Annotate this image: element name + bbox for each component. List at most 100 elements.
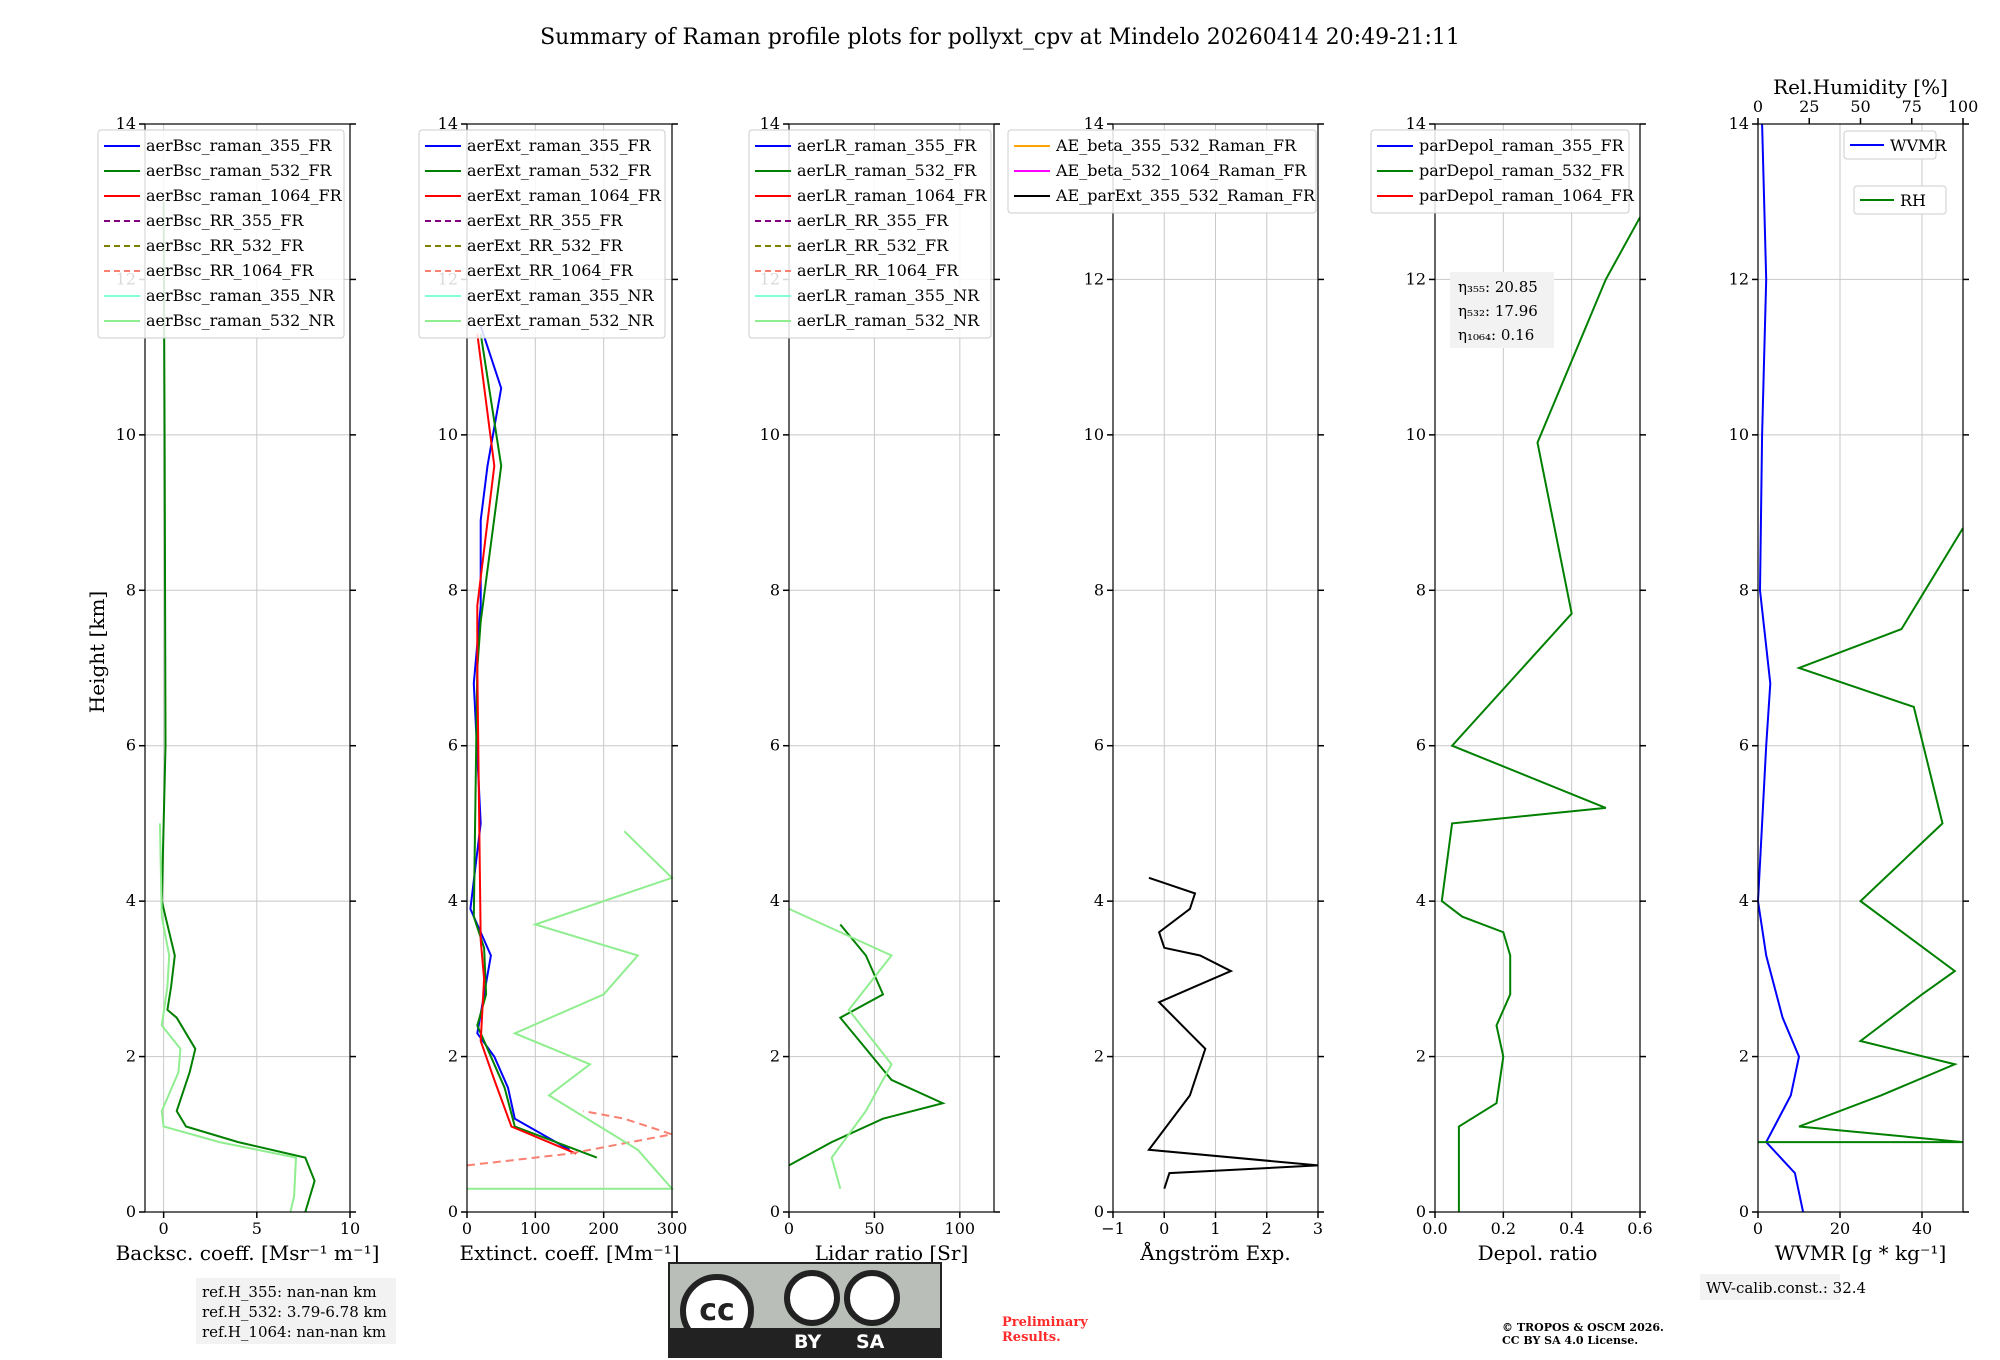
y-tick-label: 4 <box>448 891 458 910</box>
preliminary-line2: Results. <box>1002 1330 1061 1345</box>
axes-frame <box>788 123 995 1213</box>
x-tick-label: 300 <box>657 1219 688 1238</box>
series-aerExt_raman_355_FR <box>469 325 570 1151</box>
x-tick-label: 100 <box>520 1219 551 1238</box>
y-tick-label: 6 <box>448 736 458 755</box>
y-tick-label: 14 <box>1084 114 1104 133</box>
x-axis-label: Extinct. coeff. [Mm⁻¹] <box>459 1241 679 1265</box>
x-tick-label: 40 <box>1912 1219 1932 1238</box>
y-tick-label: 10 <box>438 425 458 444</box>
legend-label: aerBsc_RR_355_FR <box>146 211 304 230</box>
y-tick-label: 10 <box>1406 425 1426 444</box>
top-tick-label: 0 <box>1753 97 1763 116</box>
y-tick-label: 4 <box>1739 891 1749 910</box>
refh-1064: ref.H_1064: nan-nan km <box>202 1323 386 1341</box>
legend-label: aerLR_raman_1064_FR <box>797 186 987 205</box>
legend-label: aerBsc_raman_532_FR <box>146 161 332 180</box>
legend-label: parDepol_raman_355_FR <box>1419 136 1625 155</box>
top-tick-label: 75 <box>1902 97 1922 116</box>
y-tick-label: 6 <box>770 736 780 755</box>
axes-frame <box>466 123 673 1213</box>
y-tick-label: 8 <box>448 580 458 599</box>
legend-label: aerLR_RR_1064_FR <box>797 261 959 280</box>
person-icon <box>784 1270 840 1326</box>
series-aerLR_raman_532_FR <box>788 923 946 1167</box>
refh-532: ref.H_532: 3.79-6.78 km <box>202 1303 387 1321</box>
legend-label: aerExt_RR_532_FR <box>467 236 624 255</box>
y-tick-label: 12 <box>1084 269 1104 288</box>
eta-532: η₅₃₂: 17.96 <box>1458 302 1538 320</box>
x-tick-label: 2 <box>1262 1219 1272 1238</box>
y-tick-label: 4 <box>1094 891 1104 910</box>
x-axis-label: Depol. ratio <box>1478 1241 1598 1265</box>
refh-box <box>196 1278 396 1344</box>
y-tick-label: 0 <box>770 1202 780 1221</box>
legend-label: aerExt_RR_355_FR <box>467 211 624 230</box>
panel-bsc: 024681012140510Backsc. coeff. [Msr⁻¹ m⁻¹… <box>97 114 379 1265</box>
legend-label: RH <box>1900 191 1926 210</box>
top-tick-label: 100 <box>1948 97 1979 116</box>
wv-calib-box <box>1700 1274 1840 1300</box>
y-tick-label: 6 <box>1416 736 1426 755</box>
y-tick-label: 12 <box>1729 269 1749 288</box>
x-tick-label: 1 <box>1210 1219 1220 1238</box>
share-alike-icon <box>844 1270 900 1326</box>
panel-ext: 024681012140100200300Extinct. coeff. [Mm… <box>418 114 688 1265</box>
top-axis-label: Rel.Humidity [%] <box>1773 75 1948 99</box>
by-label: BY <box>794 1331 822 1353</box>
y-tick-label: 2 <box>1416 1047 1426 1066</box>
y-tick-label: 14 <box>1406 114 1426 133</box>
x-axis-label: Ångström Exp. <box>1139 1240 1290 1265</box>
legend-label: AE_beta_355_532_Raman_FR <box>1055 136 1297 155</box>
y-tick-label: 0 <box>1416 1202 1426 1221</box>
legend-label: aerBsc_RR_532_FR <box>146 236 304 255</box>
x-tick-label: 0.4 <box>1559 1219 1584 1238</box>
legend-box <box>1007 129 1317 214</box>
y-tick-label: 0 <box>448 1202 458 1221</box>
legend-label: aerLR_RR_532_FR <box>797 236 949 255</box>
x-tick-label: 50 <box>864 1219 884 1238</box>
series-RH <box>1758 527 1964 1144</box>
x-tick-label: 0 <box>462 1219 472 1238</box>
y-tick-label: 14 <box>1729 114 1749 133</box>
y-tick-label: 0 <box>1094 1202 1104 1221</box>
y-tick-label: 2 <box>770 1047 780 1066</box>
legend-label: aerExt_RR_1064_FR <box>467 261 634 280</box>
series-parDepol_raman_532_FR <box>1440 216 1641 1212</box>
legend-label: aerExt_raman_355_FR <box>467 136 652 155</box>
y-tick-label: 2 <box>1739 1047 1749 1066</box>
x-tick-label: 0 <box>159 1219 169 1238</box>
legend-label: aerLR_raman_532_FR <box>797 161 977 180</box>
x-tick-label: −1 <box>1101 1219 1125 1238</box>
y-tick-label: 14 <box>760 114 780 133</box>
y-tick-label: 2 <box>448 1047 458 1066</box>
figure-title: Summary of Raman profile plots for polly… <box>540 25 1460 50</box>
y-tick-label: 2 <box>126 1047 136 1066</box>
top-tick-label: 50 <box>1850 97 1870 116</box>
y-tick-label: 8 <box>1739 580 1749 599</box>
legend-label: aerLR_raman_532_NR <box>797 311 980 330</box>
y-tick-label: 10 <box>116 425 136 444</box>
series-aerExt_raman_1064_FR <box>476 333 577 1155</box>
legend-label: aerBsc_raman_1064_FR <box>146 186 343 205</box>
eta-box <box>1450 272 1554 348</box>
legend-box <box>1370 129 1630 214</box>
legend-label: parDepol_raman_532_FR <box>1419 161 1625 180</box>
legend-label: aerLR_raman_355_FR <box>797 136 977 155</box>
wv-calib-label: WV-calib.const.: 32.4 <box>1706 1279 1866 1297</box>
series-aerExt_RR_1064_FR <box>466 1110 673 1167</box>
preliminary-line1: Preliminary <box>1002 1315 1088 1330</box>
eta-355: η₃₅₅: 20.85 <box>1458 278 1538 296</box>
y-tick-label: 8 <box>126 580 136 599</box>
legend-box <box>97 129 345 339</box>
y-axis-label: Height [km] <box>85 591 109 713</box>
y-tick-label: 6 <box>1739 736 1749 755</box>
y-tick-label: 2 <box>1094 1047 1104 1066</box>
x-tick-label: 100 <box>945 1219 976 1238</box>
legend-box <box>1843 130 1937 160</box>
series-aerLR_raman_532_NR <box>788 907 894 1189</box>
copyright-line1: © TROPOS & OSCM 2026. <box>1502 1321 1664 1334</box>
legend-label: aerBsc_RR_1064_FR <box>146 261 315 280</box>
